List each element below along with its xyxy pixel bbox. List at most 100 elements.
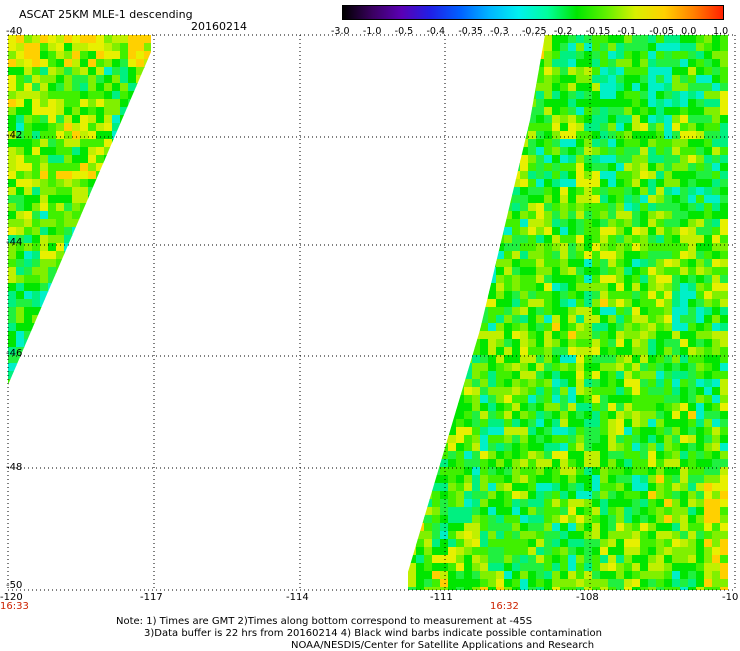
wind-cell — [528, 403, 537, 412]
wind-cell — [616, 163, 625, 172]
wind-cell — [32, 283, 41, 292]
wind-cell — [416, 235, 425, 244]
wind-cell — [592, 419, 601, 428]
wind-cell — [616, 99, 625, 108]
wind-cell — [632, 435, 641, 444]
wind-cell — [696, 451, 705, 460]
wind-cell — [584, 51, 593, 60]
wind-cell — [456, 427, 465, 436]
wind-cell — [408, 243, 417, 252]
wind-cell — [576, 203, 585, 212]
wind-cell — [632, 251, 641, 260]
wind-cell — [16, 147, 25, 156]
wind-cell — [672, 155, 681, 164]
wind-cell — [544, 107, 553, 116]
wind-cell — [640, 211, 649, 220]
wind-cell — [120, 51, 129, 60]
wind-cell — [536, 587, 545, 590]
wind-cell — [720, 515, 728, 524]
wind-cell — [656, 419, 665, 428]
wind-cell — [648, 395, 657, 404]
wind-cell — [504, 131, 513, 140]
wind-cell — [528, 283, 537, 292]
wind-cell — [664, 539, 673, 548]
wind-cell — [696, 243, 705, 252]
wind-cell — [416, 531, 425, 540]
wind-cell — [656, 403, 665, 412]
wind-cell — [696, 419, 705, 428]
wind-cell — [424, 43, 433, 52]
wind-cell — [440, 155, 449, 164]
wind-cell — [512, 459, 521, 468]
wind-cell — [472, 435, 481, 444]
wind-cell — [720, 283, 728, 292]
wind-cell — [536, 91, 545, 100]
wind-cell — [640, 579, 649, 588]
wind-cell — [544, 355, 553, 364]
wind-cell — [32, 59, 41, 68]
wind-cell — [576, 571, 585, 580]
wind-cell — [608, 491, 617, 500]
wind-cell — [624, 387, 633, 396]
wind-cell — [80, 59, 89, 68]
wind-cell — [648, 195, 657, 204]
wind-cell — [464, 323, 473, 332]
wind-cell — [24, 179, 33, 188]
wind-cell — [536, 123, 545, 132]
wind-cell — [704, 323, 713, 332]
wind-cell — [16, 51, 25, 60]
wind-cell — [456, 147, 465, 156]
wind-cell — [32, 67, 41, 76]
wind-cell — [640, 331, 649, 340]
wind-cell — [528, 187, 537, 196]
wind-cell — [704, 435, 713, 444]
wind-cell — [504, 555, 513, 564]
wind-cell — [136, 155, 145, 164]
wind-cell — [536, 347, 545, 356]
wind-cell — [720, 555, 728, 564]
wind-cell — [632, 387, 641, 396]
wind-cell — [568, 235, 577, 244]
wind-cell — [536, 483, 545, 492]
wind-cell — [712, 507, 721, 516]
wind-cell — [608, 347, 617, 356]
wind-cell — [448, 83, 457, 92]
wind-cell — [496, 587, 505, 590]
wind-cell — [136, 163, 145, 172]
wind-cell — [32, 139, 41, 148]
wind-cell — [576, 291, 585, 300]
wind-cell — [688, 475, 697, 484]
wind-cell — [680, 523, 689, 532]
wind-cell — [704, 75, 713, 84]
wind-cell — [512, 411, 521, 420]
wind-cell — [592, 563, 601, 572]
wind-cell — [512, 331, 521, 340]
wind-cell — [560, 243, 569, 252]
swath-left — [8, 35, 151, 385]
wind-cell — [600, 395, 609, 404]
wind-cell — [504, 443, 513, 452]
wind-cell — [624, 571, 633, 580]
wind-cell — [592, 75, 601, 84]
wind-cell — [520, 555, 529, 564]
wind-cell — [496, 171, 505, 180]
wind-cell — [680, 163, 689, 172]
wind-cell — [560, 539, 569, 548]
wind-cell — [680, 443, 689, 452]
wind-cell — [592, 35, 601, 44]
wind-cell — [512, 131, 521, 140]
wind-cell — [496, 339, 505, 348]
wind-cell — [608, 83, 617, 92]
wind-cell — [608, 371, 617, 380]
wind-cell — [624, 451, 633, 460]
wind-cell — [120, 83, 129, 92]
wind-cell — [632, 467, 641, 476]
wind-cell — [456, 107, 465, 116]
wind-cell — [648, 283, 657, 292]
wind-cell — [688, 451, 697, 460]
wind-cell — [80, 99, 89, 108]
wind-cell — [560, 155, 569, 164]
wind-cell — [48, 243, 57, 252]
wind-cell — [552, 51, 561, 60]
wind-cell — [120, 59, 129, 68]
